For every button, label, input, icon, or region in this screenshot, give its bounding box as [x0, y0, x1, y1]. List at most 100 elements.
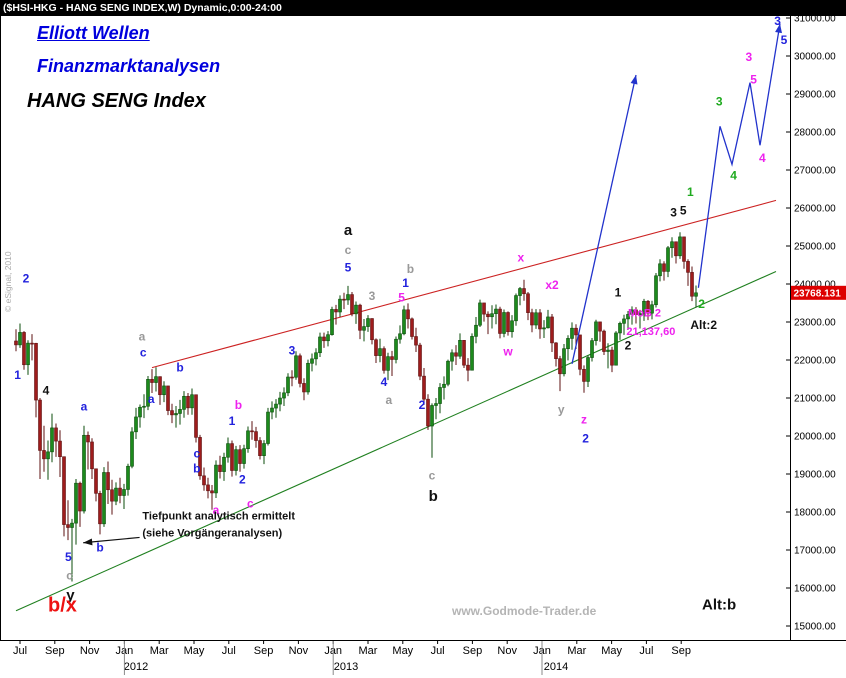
wave-label[interactable]: b [96, 541, 103, 555]
wave-label[interactable]: 3 [716, 95, 723, 109]
wave-label[interactable]: 2 [625, 339, 632, 353]
x-axis-month-label: Mar [150, 645, 169, 657]
trendline-support[interactable] [15, 270, 777, 612]
candle [202, 467, 206, 491]
wave-label[interactable]: w [502, 344, 513, 358]
wave-label[interactable]: x2 [545, 278, 559, 292]
wave-label[interactable]: x [517, 250, 524, 264]
candle [126, 463, 130, 496]
wave-label[interactable]: c [345, 243, 352, 257]
wave-label[interactable]: 1 [229, 414, 236, 428]
trendline-resistance[interactable] [151, 199, 777, 369]
candle [138, 404, 142, 428]
wave-label[interactable]: 4 [730, 169, 737, 183]
candle [294, 351, 298, 380]
candle [222, 452, 226, 481]
wave-label[interactable]: 1 [14, 368, 21, 382]
wave-label[interactable]: c [247, 496, 254, 510]
candle [418, 342, 422, 381]
wave-label[interactable]: b [235, 398, 242, 412]
y-axis-label: 28000.00 [794, 128, 836, 139]
projection-path[interactable] [697, 23, 781, 288]
wave-label[interactable]: 4 [759, 151, 766, 165]
tiefpunkt-arrow[interactable] [83, 536, 140, 544]
y-axis-label: 26000.00 [794, 204, 836, 215]
x-axis-month-label: Nov [80, 645, 100, 657]
mob-value[interactable]: 21,137,60 [626, 326, 675, 338]
b-x-label[interactable]: b/x [48, 595, 77, 617]
candle [686, 259, 690, 286]
candle [594, 319, 598, 346]
wave-label[interactable]: 3 [289, 344, 296, 358]
alt-b-label[interactable]: Alt:b [702, 597, 736, 614]
chart-heading: HANG SENG Index [27, 90, 206, 112]
wave-label[interactable]: 2 [419, 398, 426, 412]
wave-label[interactable]: 3 [745, 50, 752, 64]
alt-2-label[interactable]: Alt:2 [690, 318, 717, 332]
wave-label[interactable]: 1 [402, 276, 409, 290]
wave-label[interactable]: a [385, 393, 392, 407]
tiefpunkt-note-line2[interactable]: (siehe Vorgängeranalysen) [142, 527, 282, 539]
candle [250, 421, 254, 440]
candle [494, 304, 498, 325]
wave-label[interactable]: b [429, 488, 438, 505]
wave-label[interactable]: b [407, 262, 414, 276]
x-axis-month-label: Sep [671, 645, 691, 657]
wave-label[interactable]: a [81, 399, 88, 413]
wave-label[interactable]: a [344, 222, 353, 239]
candle [106, 461, 110, 505]
candle [582, 365, 586, 393]
tiefpunkt-arrowhead[interactable] [83, 538, 93, 546]
y-axis-label: 24000.00 [794, 280, 836, 291]
wave-label[interactable]: 2 [698, 297, 705, 311]
wave-label[interactable]: 4 [381, 375, 388, 389]
wave-label[interactable]: c [193, 446, 200, 460]
wave-label[interactable]: 4 [43, 383, 50, 397]
wave-label[interactable]: b [193, 461, 200, 475]
impulse-arrowhead[interactable] [630, 75, 638, 85]
candle [230, 440, 234, 477]
wave-label[interactable]: a [148, 392, 155, 406]
esignal-copyright: © eSignal, 2010 [3, 251, 13, 312]
projection-path-arrowhead[interactable] [775, 23, 782, 34]
x-axis-year-label: 2012 [124, 661, 148, 673]
candle [306, 359, 310, 395]
wave-label[interactable]: y [558, 402, 565, 416]
y-axis-label: 16000.00 [794, 584, 836, 595]
wave-label[interactable]: 2 [239, 472, 246, 486]
candle [434, 398, 438, 420]
wave-label[interactable]: 5 [680, 204, 687, 218]
last-price-marker[interactable] [791, 285, 846, 300]
wave-label[interactable]: 3 [774, 14, 781, 28]
projection-impulse-arrow[interactable] [571, 74, 637, 364]
wave-label[interactable]: 5 [65, 550, 72, 564]
candle [190, 388, 194, 415]
wave-label[interactable]: c [66, 568, 73, 582]
wave-label[interactable]: c [140, 345, 147, 359]
wave-label[interactable]: 5 [345, 261, 352, 275]
wave-label[interactable]: z [581, 413, 587, 427]
wave-label[interactable]: a [213, 503, 220, 517]
x-axis-month-label: Sep [254, 645, 274, 657]
wave-label[interactable]: 5 [398, 291, 405, 305]
wave-label[interactable]: 1 [687, 185, 694, 199]
wave-label[interactable]: 5 [781, 33, 788, 47]
wave-label[interactable]: a [139, 329, 146, 343]
wave-label[interactable]: 5 [750, 73, 757, 87]
mob-label[interactable]: MoB 2 [628, 308, 661, 320]
wave-label[interactable]: 2 [23, 271, 30, 285]
wave-label[interactable]: y [66, 587, 75, 604]
wave-label[interactable]: c [429, 469, 436, 483]
tiefpunkt-note-line1[interactable]: Tiefpunkt analytisch ermittelt [142, 511, 295, 523]
wave-label[interactable]: 3 [670, 206, 677, 220]
y-axis-label: 22000.00 [794, 356, 836, 367]
candle [326, 331, 330, 347]
wave-label[interactable]: 1 [615, 285, 622, 299]
wave-label[interactable]: b [176, 361, 183, 375]
wave-label[interactable]: 2 [582, 432, 589, 446]
candle [214, 460, 218, 498]
wave-label[interactable]: 3 [369, 289, 376, 303]
candle [366, 315, 370, 332]
